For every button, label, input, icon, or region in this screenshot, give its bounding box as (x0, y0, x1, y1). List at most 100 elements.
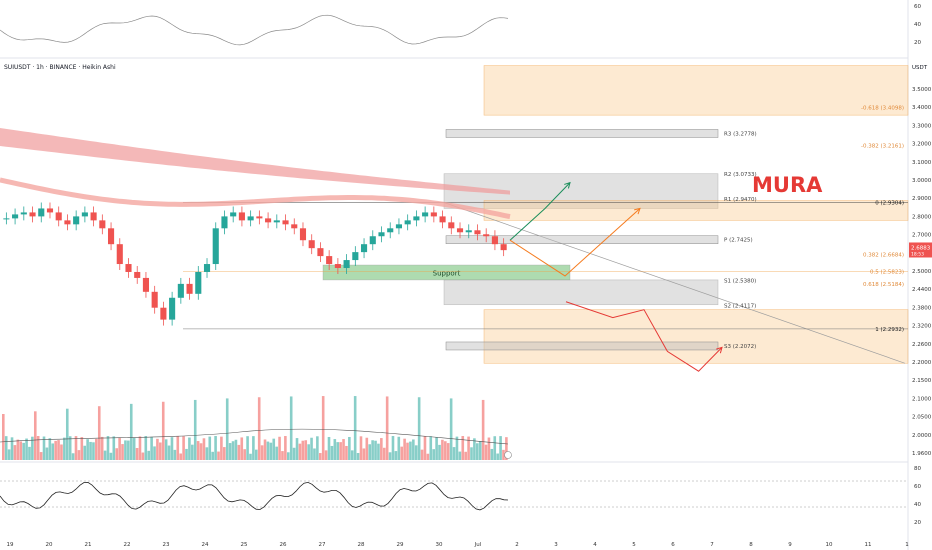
volume-bar (159, 442, 162, 460)
volume-bar (318, 453, 322, 460)
volume-bar (289, 396, 293, 460)
volume-bar (493, 436, 497, 460)
volume-bar (31, 436, 34, 460)
oscillator-tick: 20 (914, 40, 921, 46)
fib-level-label: 0.618 (2.5184) (863, 282, 904, 288)
price-tick: 2.2600 (912, 342, 932, 348)
candle-body (195, 271, 202, 294)
time-tick: 28 (358, 542, 365, 548)
candle-body (465, 230, 472, 233)
volume-bar (278, 436, 281, 460)
volume-bar (356, 453, 360, 460)
volume-bar (68, 436, 72, 460)
volume-bar (57, 440, 60, 460)
price-tick: 1.9600 (912, 451, 932, 457)
volume-bar (397, 436, 401, 460)
price-tag-countdown: 18:53 (911, 251, 924, 257)
volume-bar (191, 444, 194, 460)
candle-body (273, 220, 280, 223)
fib-level-label: -0.618 (3.4098) (861, 105, 904, 111)
volume-bar (231, 441, 235, 460)
volume-bar (188, 437, 191, 460)
volume-bar (333, 439, 337, 460)
volume-bar (185, 448, 188, 460)
price-tick: 2.0000 (912, 433, 932, 439)
price-tick: 3.3000 (912, 123, 932, 129)
volume-bar (365, 437, 369, 460)
volume-bar (121, 444, 124, 460)
volume-bar (179, 453, 182, 460)
top-oscillator-line: 60 40 20 (0, 4, 921, 46)
pivot-level-label: R1 (2.9470) (724, 197, 757, 203)
volume-bar (147, 450, 151, 460)
zone-orange (483, 309, 909, 364)
volume-bar (112, 436, 116, 460)
volume-bar (223, 447, 226, 460)
scenario-alternate-arrowhead (634, 207, 641, 215)
time-tick: 4 (593, 542, 597, 548)
fib-level-label: 0.5 (2.5823) (870, 270, 904, 276)
volume-bar (435, 437, 438, 460)
price-tick: 2.8000 (912, 214, 932, 220)
volume-bar (304, 440, 308, 460)
volume-bar (269, 442, 273, 460)
volume-bar (60, 444, 63, 460)
scenario-paths-layer (509, 181, 723, 372)
volume-bar (193, 399, 197, 460)
volume-bar (33, 411, 37, 460)
volume-bar (281, 451, 284, 460)
rsi-pane: 80 60 40 20 (0, 466, 921, 526)
volume-bar (449, 398, 453, 460)
volume-bar (95, 438, 98, 460)
candle-body (46, 208, 54, 213)
candle-body (212, 228, 219, 265)
volume-bar (263, 439, 267, 460)
volume-bar (336, 442, 340, 460)
volume-bar (208, 436, 212, 460)
candle-body (360, 244, 368, 253)
volume-bar (403, 438, 406, 460)
volume-bar (39, 452, 43, 460)
pivot-box (445, 235, 719, 244)
volume-bar (301, 440, 305, 460)
candle-body (343, 260, 350, 269)
candle-body (177, 283, 184, 298)
volume-bar (330, 445, 334, 460)
mura-watermark: MURA (752, 173, 823, 197)
time-axis: 19 20 21 22 23 24 25 26 27 28 29 30 Jul 2 3 4 5 6 7 8 9 10 11 1 (7, 542, 909, 548)
volume-bar (499, 436, 502, 460)
volume-bar (316, 436, 319, 460)
volume-bar (339, 442, 342, 460)
support-label: Support (433, 269, 461, 277)
volume-bar (202, 438, 206, 460)
price-tick: 2.2000 (912, 360, 932, 366)
volume-bar (141, 452, 145, 460)
zones-layer: Support (322, 65, 909, 364)
volume-average-line (0, 428, 509, 445)
pivot-level-label: S1 (2.5380) (724, 278, 756, 284)
volume-bar (432, 449, 435, 460)
volume-bar (467, 436, 470, 460)
candle-body (238, 212, 245, 221)
scenario-alternate-path (509, 208, 641, 277)
volume-bar (272, 438, 276, 460)
rsi-tick: 80 (914, 466, 921, 472)
volume-bar (10, 437, 14, 460)
volume-bar (138, 436, 142, 460)
candle-body (352, 252, 359, 261)
oscillator-tick: 40 (914, 22, 921, 28)
volume-bar (382, 447, 386, 460)
volume-bar (292, 447, 296, 460)
trendlines-layer (183, 202, 908, 364)
zone-orange (483, 200, 909, 221)
volume-bar (48, 438, 52, 460)
volume-bar (286, 452, 290, 460)
volume-bar (464, 451, 467, 460)
candle-body (326, 256, 333, 265)
volume-bar (129, 403, 133, 460)
candle-body (116, 244, 123, 265)
candle-body (378, 232, 385, 237)
zone-green (322, 264, 571, 281)
candle-body (247, 216, 254, 221)
